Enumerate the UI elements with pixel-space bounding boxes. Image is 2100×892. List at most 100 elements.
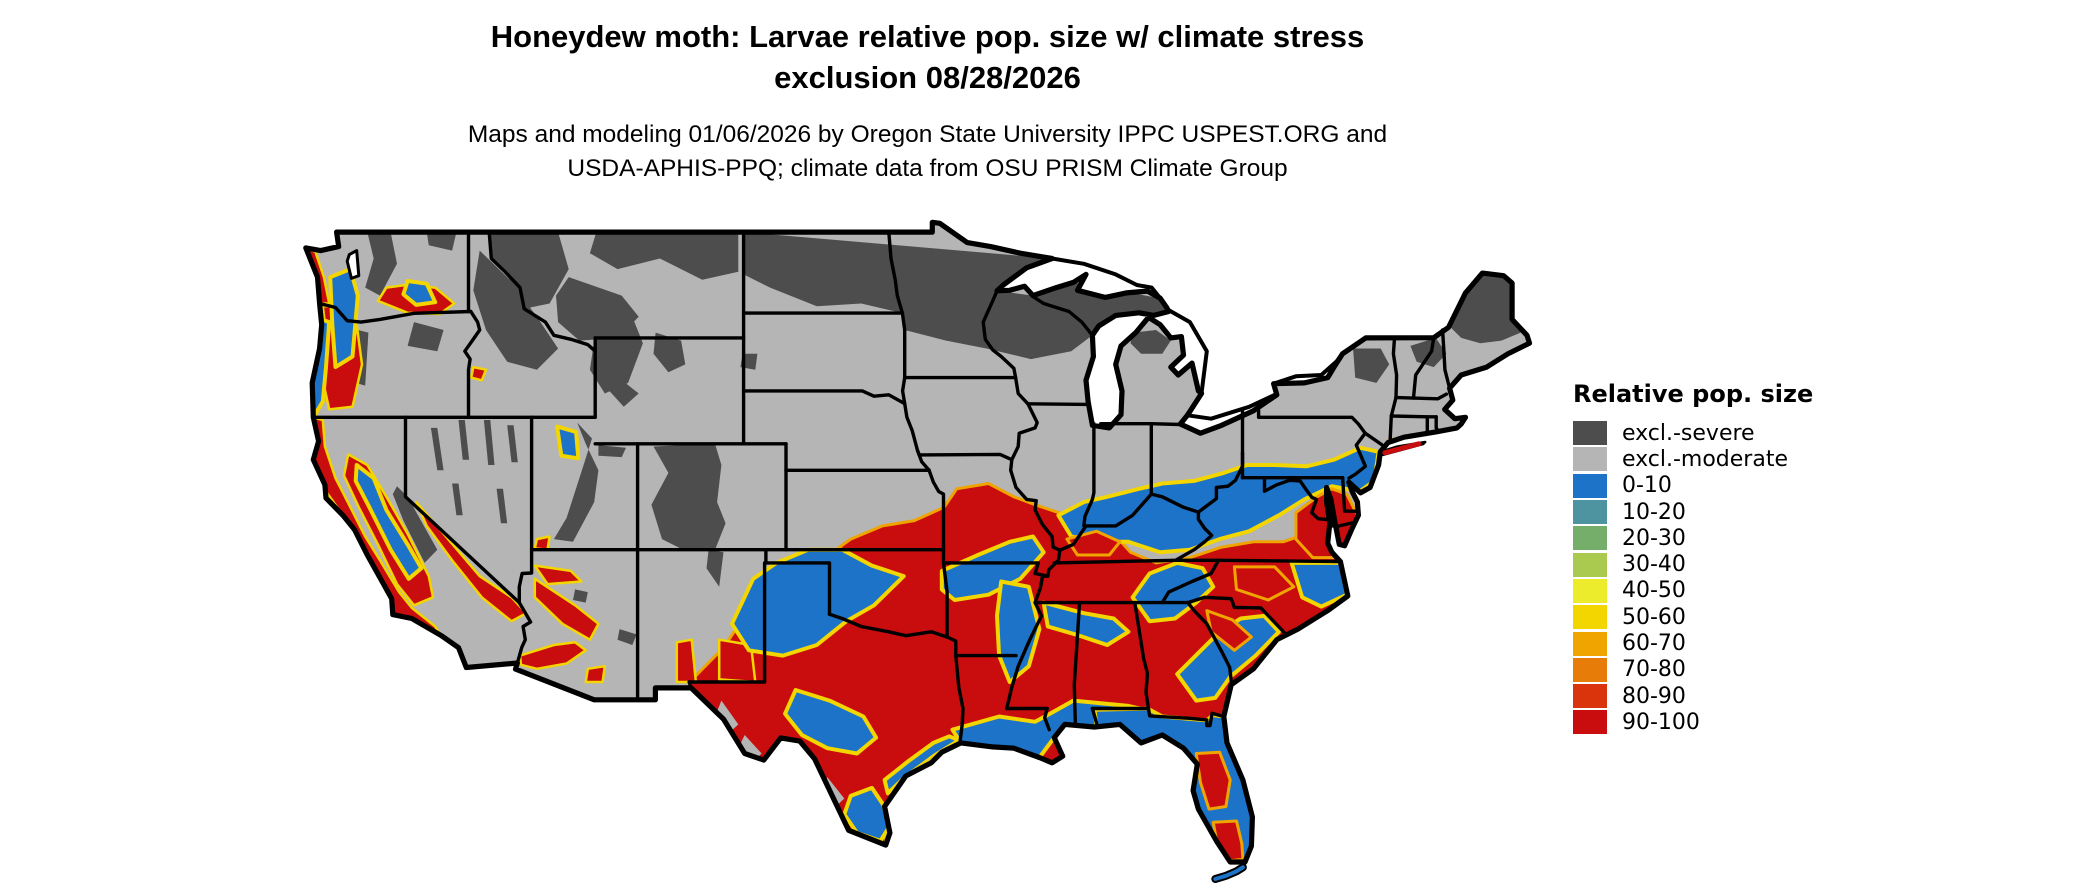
state-border — [1363, 431, 1384, 447]
international-border — [1166, 308, 1209, 396]
state-border — [827, 612, 949, 639]
legend-item: excl.-severe — [1573, 420, 1973, 446]
high-population-zone-90-100 — [1194, 750, 1232, 811]
state-border — [1160, 558, 1221, 605]
severe-exclusion-zone — [452, 483, 463, 516]
high-population-zone-90-100 — [675, 638, 698, 684]
state-border — [1099, 422, 1183, 427]
legend-item: excl.-moderate — [1573, 446, 1973, 472]
low-population-zone-0-10 — [842, 785, 891, 843]
state-border — [1389, 414, 1438, 419]
map-subtitle-line1: Maps and modeling 01/06/2026 by Oregon S… — [467, 121, 1388, 148]
legend-label: 50-60 — [1622, 604, 1686, 630]
legend-swatch — [1573, 447, 1607, 472]
high-population-zone-90-100 — [533, 577, 600, 641]
state-border — [887, 230, 905, 315]
state-border — [1058, 492, 1201, 552]
legend-label: excl.-severe — [1622, 420, 1755, 446]
severe-exclusion-zone — [458, 420, 470, 460]
state-border — [1391, 336, 1399, 400]
state-border — [1005, 706, 1052, 732]
severe-exclusion-zone — [430, 427, 444, 471]
legend-swatch — [1573, 710, 1607, 735]
florida-keys — [1213, 865, 1245, 881]
map-subtitle: Maps and modeling 01/06/2026 by Oregon S… — [305, 118, 1550, 186]
map-title: Honeydew moth: Larvae relative pop. size… — [305, 16, 1550, 98]
state-border — [1186, 595, 1286, 635]
state-border — [945, 635, 965, 745]
severe-exclusion-zone — [365, 232, 397, 296]
severe-exclusion-zone — [706, 549, 724, 587]
severe-exclusion-zone — [473, 250, 559, 370]
low-population-zone-0-10 — [401, 279, 438, 307]
state-border — [1216, 558, 1343, 564]
severe-exclusion-zone — [496, 488, 508, 524]
state-border — [463, 309, 482, 419]
low-population-zone-0-10 — [353, 463, 424, 581]
high-population-zone-90-100 — [518, 641, 587, 671]
legend-item: 20-30 — [1573, 525, 1973, 551]
legend-swatch — [1573, 657, 1607, 682]
severe-exclusion-zone — [589, 316, 643, 394]
state-border — [1186, 600, 1233, 683]
high-population-zone-90-100 — [533, 564, 583, 586]
legend-label: 80-90 — [1622, 683, 1686, 709]
legend-label: 0-10 — [1622, 473, 1672, 499]
moderate-exclusion-patch — [717, 700, 739, 733]
long-island-risk-strip — [1382, 441, 1422, 456]
legend-item: 70-80 — [1573, 657, 1973, 683]
state-border — [741, 389, 907, 406]
severe-exclusion-zone — [573, 589, 588, 603]
high-population-zone-90-100 — [1232, 565, 1296, 602]
legend-items: excl.-severe excl.-moderate 0-10 10-20 20-30… — [1573, 420, 1973, 736]
high-population-zone-90-100 — [533, 535, 551, 551]
legend-label: 70-80 — [1622, 657, 1686, 683]
legend-label: 60-70 — [1622, 631, 1686, 657]
legend-item: 10-20 — [1573, 499, 1973, 525]
state-border — [927, 468, 946, 552]
low-population-zone-0-10 — [783, 688, 879, 756]
state-border — [1090, 706, 1226, 728]
severe-exclusion-zone — [392, 486, 438, 563]
high-population-zone-90-100 — [414, 500, 528, 623]
legend-swatch — [1573, 500, 1607, 525]
legend-item: 0-10 — [1573, 473, 1973, 499]
legend-label: excl.-moderate — [1622, 446, 1788, 472]
legend-label: 30-40 — [1622, 552, 1686, 578]
state-border — [903, 401, 931, 472]
state-border — [517, 415, 534, 605]
legend-item: 30-40 — [1573, 551, 1973, 577]
legend-swatch — [1573, 578, 1607, 603]
state-border — [1173, 510, 1214, 562]
severe-exclusion-zone — [606, 375, 639, 407]
map-title-line2: exclusion 08/28/2026 — [774, 60, 1081, 95]
severe-exclusion-zone — [426, 232, 457, 251]
state-border — [1082, 422, 1096, 528]
state-border — [1026, 402, 1090, 407]
legend-label: 20-30 — [1622, 525, 1686, 551]
severe-exclusion-zone — [651, 443, 726, 550]
legend-item: 60-70 — [1573, 630, 1973, 656]
legend-item: 80-90 — [1573, 683, 1973, 709]
severe-exclusion-zone — [407, 322, 444, 352]
state-border — [1394, 392, 1449, 401]
state-border — [1090, 706, 1099, 725]
puget-sound — [345, 249, 361, 280]
state-border — [1072, 600, 1082, 727]
legend-title: Relative pop. size — [1573, 380, 1814, 408]
low-population-zone-0-10 — [1041, 600, 1131, 647]
severe-exclusion-zone — [653, 332, 686, 373]
legend-swatch — [1573, 605, 1607, 630]
state-border — [1005, 375, 1062, 711]
state-border — [941, 548, 949, 639]
state-border — [317, 301, 473, 324]
state-border — [1133, 600, 1151, 711]
state-border — [764, 548, 832, 616]
state-border — [1031, 294, 1095, 337]
map-subtitle-line2: USDA-APHIS-PPQ; climate data from OSU PR… — [567, 155, 1288, 182]
international-border — [1184, 392, 1279, 421]
severe-exclusion-zone — [507, 425, 518, 463]
legend-swatch — [1573, 526, 1607, 551]
